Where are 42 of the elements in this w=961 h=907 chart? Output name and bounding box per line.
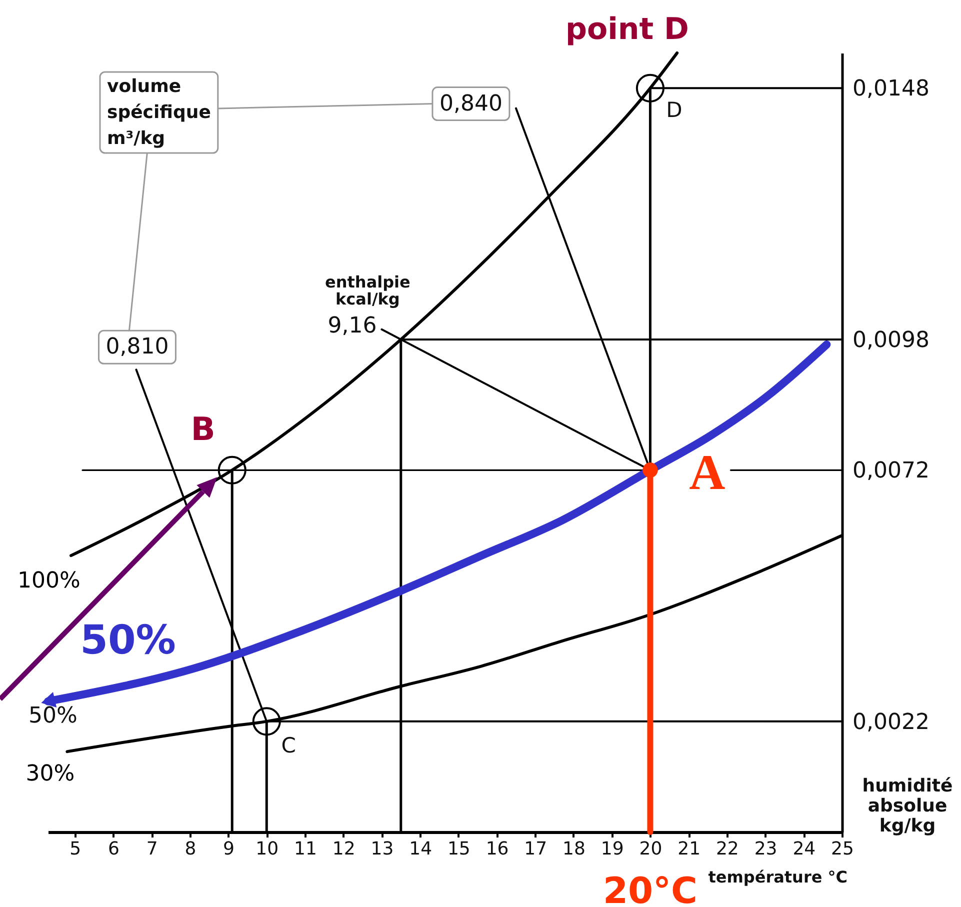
x-tick-label: 17 [524, 838, 548, 860]
y-tick-label: 0,0022 [852, 710, 930, 735]
series-label: 100% [18, 568, 80, 594]
annotation: 0,840 [439, 91, 502, 116]
x-tick-label: 7 [146, 838, 158, 860]
annotation: 50% [28, 703, 78, 728]
annotation: 0,810 [106, 334, 169, 360]
x-tick-label: 13 [370, 838, 394, 860]
series-label: 30% [26, 762, 75, 787]
annotation: A [689, 444, 726, 500]
series-label: 50% [80, 617, 176, 664]
y-tick-label: 0,0098 [852, 328, 930, 353]
x-tick-label: 14 [409, 838, 432, 860]
x-tick-label: 18 [562, 838, 586, 860]
x-tick-label: 11 [294, 838, 317, 860]
x-tick-label: 21 [678, 838, 701, 860]
annotation: D [666, 98, 682, 122]
annotation: 9,16 [328, 313, 377, 338]
x-tick-label: 8 [184, 838, 196, 860]
x-tick-label: 25 [831, 838, 854, 860]
x-tick-label: 16 [486, 838, 509, 860]
annotation: enthalpie kcal/kg [325, 272, 411, 308]
annotation: point D [566, 12, 689, 48]
x-tick-label: 9 [223, 838, 235, 860]
x-tick-label: 23 [754, 838, 778, 860]
annotation: volume spécifique m³/kg [107, 76, 211, 149]
x-tick-label: 10 [256, 838, 279, 860]
x-axis-title: température °C [708, 868, 848, 886]
y-tick-label: 0,0072 [852, 458, 930, 484]
x-tick-label: 6 [108, 838, 120, 860]
x-tick-label: 15 [447, 838, 470, 860]
annotation: B [190, 410, 216, 448]
x-tick-label: 22 [716, 838, 739, 860]
annotation: C [281, 733, 296, 758]
y-tick-label: 0,0148 [852, 76, 930, 102]
x-tick-label: 24 [792, 838, 816, 860]
y-axis-title: humidité absolue kg/kg [862, 776, 953, 836]
annotation: 20°C [602, 871, 698, 907]
x-tick-label: 19 [600, 838, 624, 860]
x-tick-label: 20 [639, 838, 662, 860]
x-tick-label: 12 [332, 838, 356, 860]
x-tick-label: 5 [70, 838, 82, 860]
